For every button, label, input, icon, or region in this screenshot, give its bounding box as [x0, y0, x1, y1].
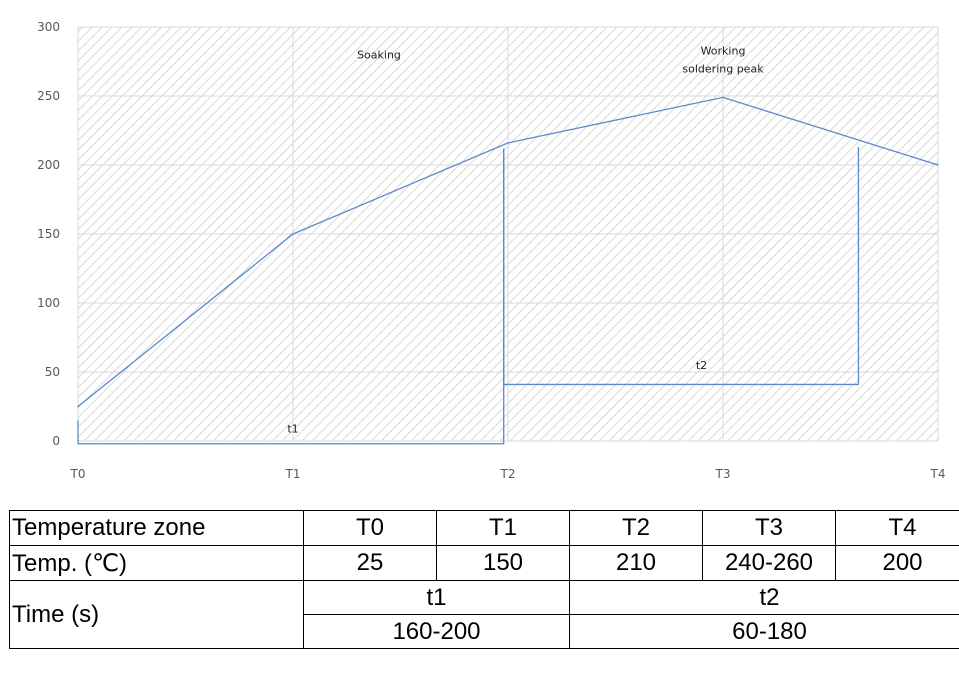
data-point	[937, 164, 939, 166]
temperature-zone-table: Temperature zone T0 T1 T2 T3 T4 Temp. (℃…	[9, 510, 959, 649]
time-bracket-t2	[503, 147, 860, 386]
annotations: Soaking Working soldering peak t1 t2	[287, 45, 764, 436]
table-row-temp: Temp. (℃) 25 150 210 240-260 200	[9, 545, 959, 581]
time-name-t1: t1	[303, 580, 570, 615]
header-t4: T4	[835, 510, 959, 546]
x-tick-label: T0	[70, 467, 86, 481]
annotation-label: t1	[287, 423, 298, 436]
header-t3: T3	[702, 510, 836, 546]
header-temperature-zone: Temperature zone	[9, 510, 304, 546]
time-row-label: Time (s)	[9, 580, 304, 649]
data-point	[722, 96, 724, 99]
x-tick-label: T1	[285, 467, 301, 481]
x-tick-label: T3	[715, 467, 731, 481]
temp-row-label: Temp. (℃)	[9, 545, 304, 581]
y-tick-label: 250	[37, 89, 60, 103]
annotation-label: Working	[701, 45, 746, 58]
data-point	[77, 405, 79, 408]
annotation-label: soldering peak	[682, 63, 764, 76]
x-tick-label: T2	[500, 467, 516, 481]
temp-t3: 240-260	[702, 545, 836, 581]
y-axis: 0 50 100 150 200 250 300	[37, 20, 60, 448]
temp-t1: 150	[436, 545, 570, 581]
y-tick-label: 150	[37, 227, 60, 241]
data-point	[292, 233, 294, 235]
table-row-zones: Temperature zone T0 T1 T2 T3 T4	[9, 510, 959, 546]
table-row-time-names: Time (s) t1 t2	[9, 580, 959, 649]
annotation-label: Soaking	[357, 49, 401, 62]
annotation-label: t2	[696, 359, 707, 372]
temperature-profile-chart: 0 50 100 150 200 250 300 T0 T1 T2 T3 T4 Soaking Wor…	[37, 20, 946, 481]
table-row-time-values: 160-200 60-180	[10, 614, 959, 649]
y-tick-label: 300	[37, 20, 60, 34]
time-value-t1: 160-200	[303, 614, 570, 649]
y-tick-label: 200	[37, 158, 60, 172]
time-name-t2: t2	[569, 580, 959, 615]
data-point	[507, 142, 509, 144]
gridlines	[77, 26, 939, 442]
temp-t4: 200	[835, 545, 959, 581]
time-value-t2: 60-180	[569, 614, 959, 649]
temp-t0: 25	[303, 545, 437, 581]
y-tick-label: 50	[45, 365, 60, 379]
header-t1: T1	[436, 510, 570, 546]
series-lines	[77, 96, 939, 408]
temp-t2: 210	[569, 545, 703, 581]
header-t2: T2	[569, 510, 703, 546]
y-tick-label: 0	[52, 434, 60, 448]
header-t0: T0	[303, 510, 437, 546]
y-tick-label: 100	[37, 296, 60, 310]
x-tick-label: T4	[930, 467, 946, 481]
time-brackets	[77, 147, 860, 445]
x-axis: T0 T1 T2 T3 T4	[70, 467, 946, 481]
